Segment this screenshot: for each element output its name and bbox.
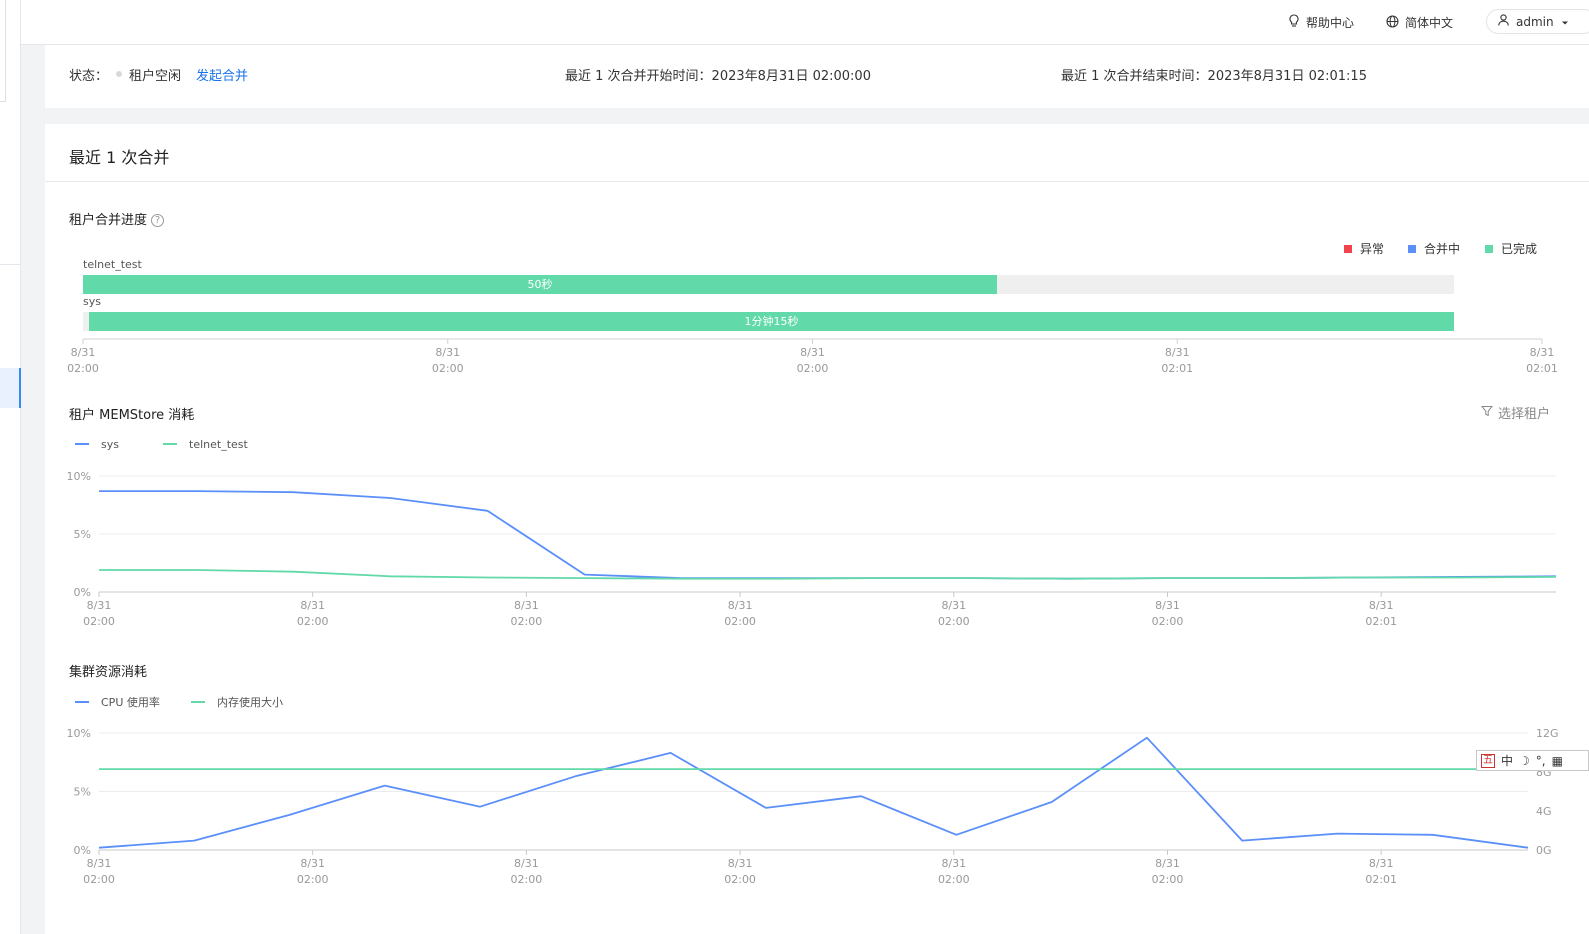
- top-bar: 帮助中心 简体中文 admin: [21, 0, 1589, 45]
- status-dot: [116, 71, 123, 77]
- user-icon: [1498, 14, 1509, 29]
- merge-start-time: 最近 1 次合并开始时间： 2023年8月31日 02:00:00: [565, 45, 871, 103]
- select-tenant-button[interactable]: 选择租户: [1480, 403, 1551, 422]
- panel-title: 最近 1 次合并: [69, 148, 170, 167]
- start-time-label: 最近 1 次合并开始时间：: [565, 68, 712, 84]
- moon-icon[interactable]: ☽: [1519, 753, 1530, 768]
- memstore-section-title: 租户 MEMStore 消耗: [69, 408, 195, 423]
- ime-mode[interactable]: 中: [1501, 754, 1514, 768]
- language-switch[interactable]: 简体中文: [1386, 0, 1453, 45]
- settings-icon[interactable]: ▦: [1551, 753, 1563, 768]
- start-time-value: 2023年8月31日 02:00:00: [711, 68, 871, 84]
- user-menu[interactable]: admin: [1486, 9, 1589, 34]
- end-time-value: 2023年8月31日 02:01:15: [1207, 68, 1367, 84]
- sidebar-divider: [0, 264, 21, 265]
- start-merge-link[interactable]: 发起合并: [196, 68, 249, 84]
- state-label: 状态：: [69, 68, 109, 84]
- merge-end-time: 最近 1 次合并结束时间： 2023年8月31日 02:01:15: [1061, 45, 1367, 103]
- language-label: 简体中文: [1405, 16, 1454, 30]
- state-value: 租户空闲: [129, 68, 182, 84]
- end-time-label: 最近 1 次合并结束时间：: [1061, 68, 1208, 84]
- panel-divider: [45, 181, 1589, 182]
- progress-title-label: 租户合并进度: [69, 213, 148, 228]
- filter-icon: [1480, 405, 1494, 421]
- sidebar-active-item[interactable]: [0, 368, 21, 408]
- cluster-section-title: 集群资源消耗: [69, 665, 148, 680]
- tenant-state: 状态： 租户空闲 发起合并: [69, 45, 248, 103]
- ime-toolbar[interactable]: 五 中 ☽ °, ▦: [1476, 750, 1589, 771]
- sidebar: [0, 0, 21, 934]
- progress-section-title: 租户合并进度?: [69, 209, 165, 228]
- ime-punctuation[interactable]: °,: [1535, 753, 1546, 768]
- caret-down-icon: [1561, 15, 1569, 29]
- status-bar: 状态： 租户空闲 发起合并 最近 1 次合并开始时间： 2023年8月31日 0…: [45, 45, 1589, 108]
- username-label: admin: [1516, 14, 1554, 29]
- lightbulb-icon: [1288, 14, 1300, 31]
- sidebar-block: [0, 0, 6, 102]
- last-merge-panel: 最近 1 次合并 租户合并进度? 租户 MEMStore 消耗 选择租户 集群资…: [45, 124, 1589, 934]
- help-center-label: 帮助中心: [1306, 16, 1355, 30]
- help-circle-icon[interactable]: ?: [151, 214, 165, 227]
- globe-icon: [1386, 14, 1399, 31]
- ime-logo: 五: [1481, 753, 1495, 768]
- select-tenant-label: 选择租户: [1498, 407, 1551, 422]
- help-center-link[interactable]: 帮助中心: [1288, 0, 1354, 45]
